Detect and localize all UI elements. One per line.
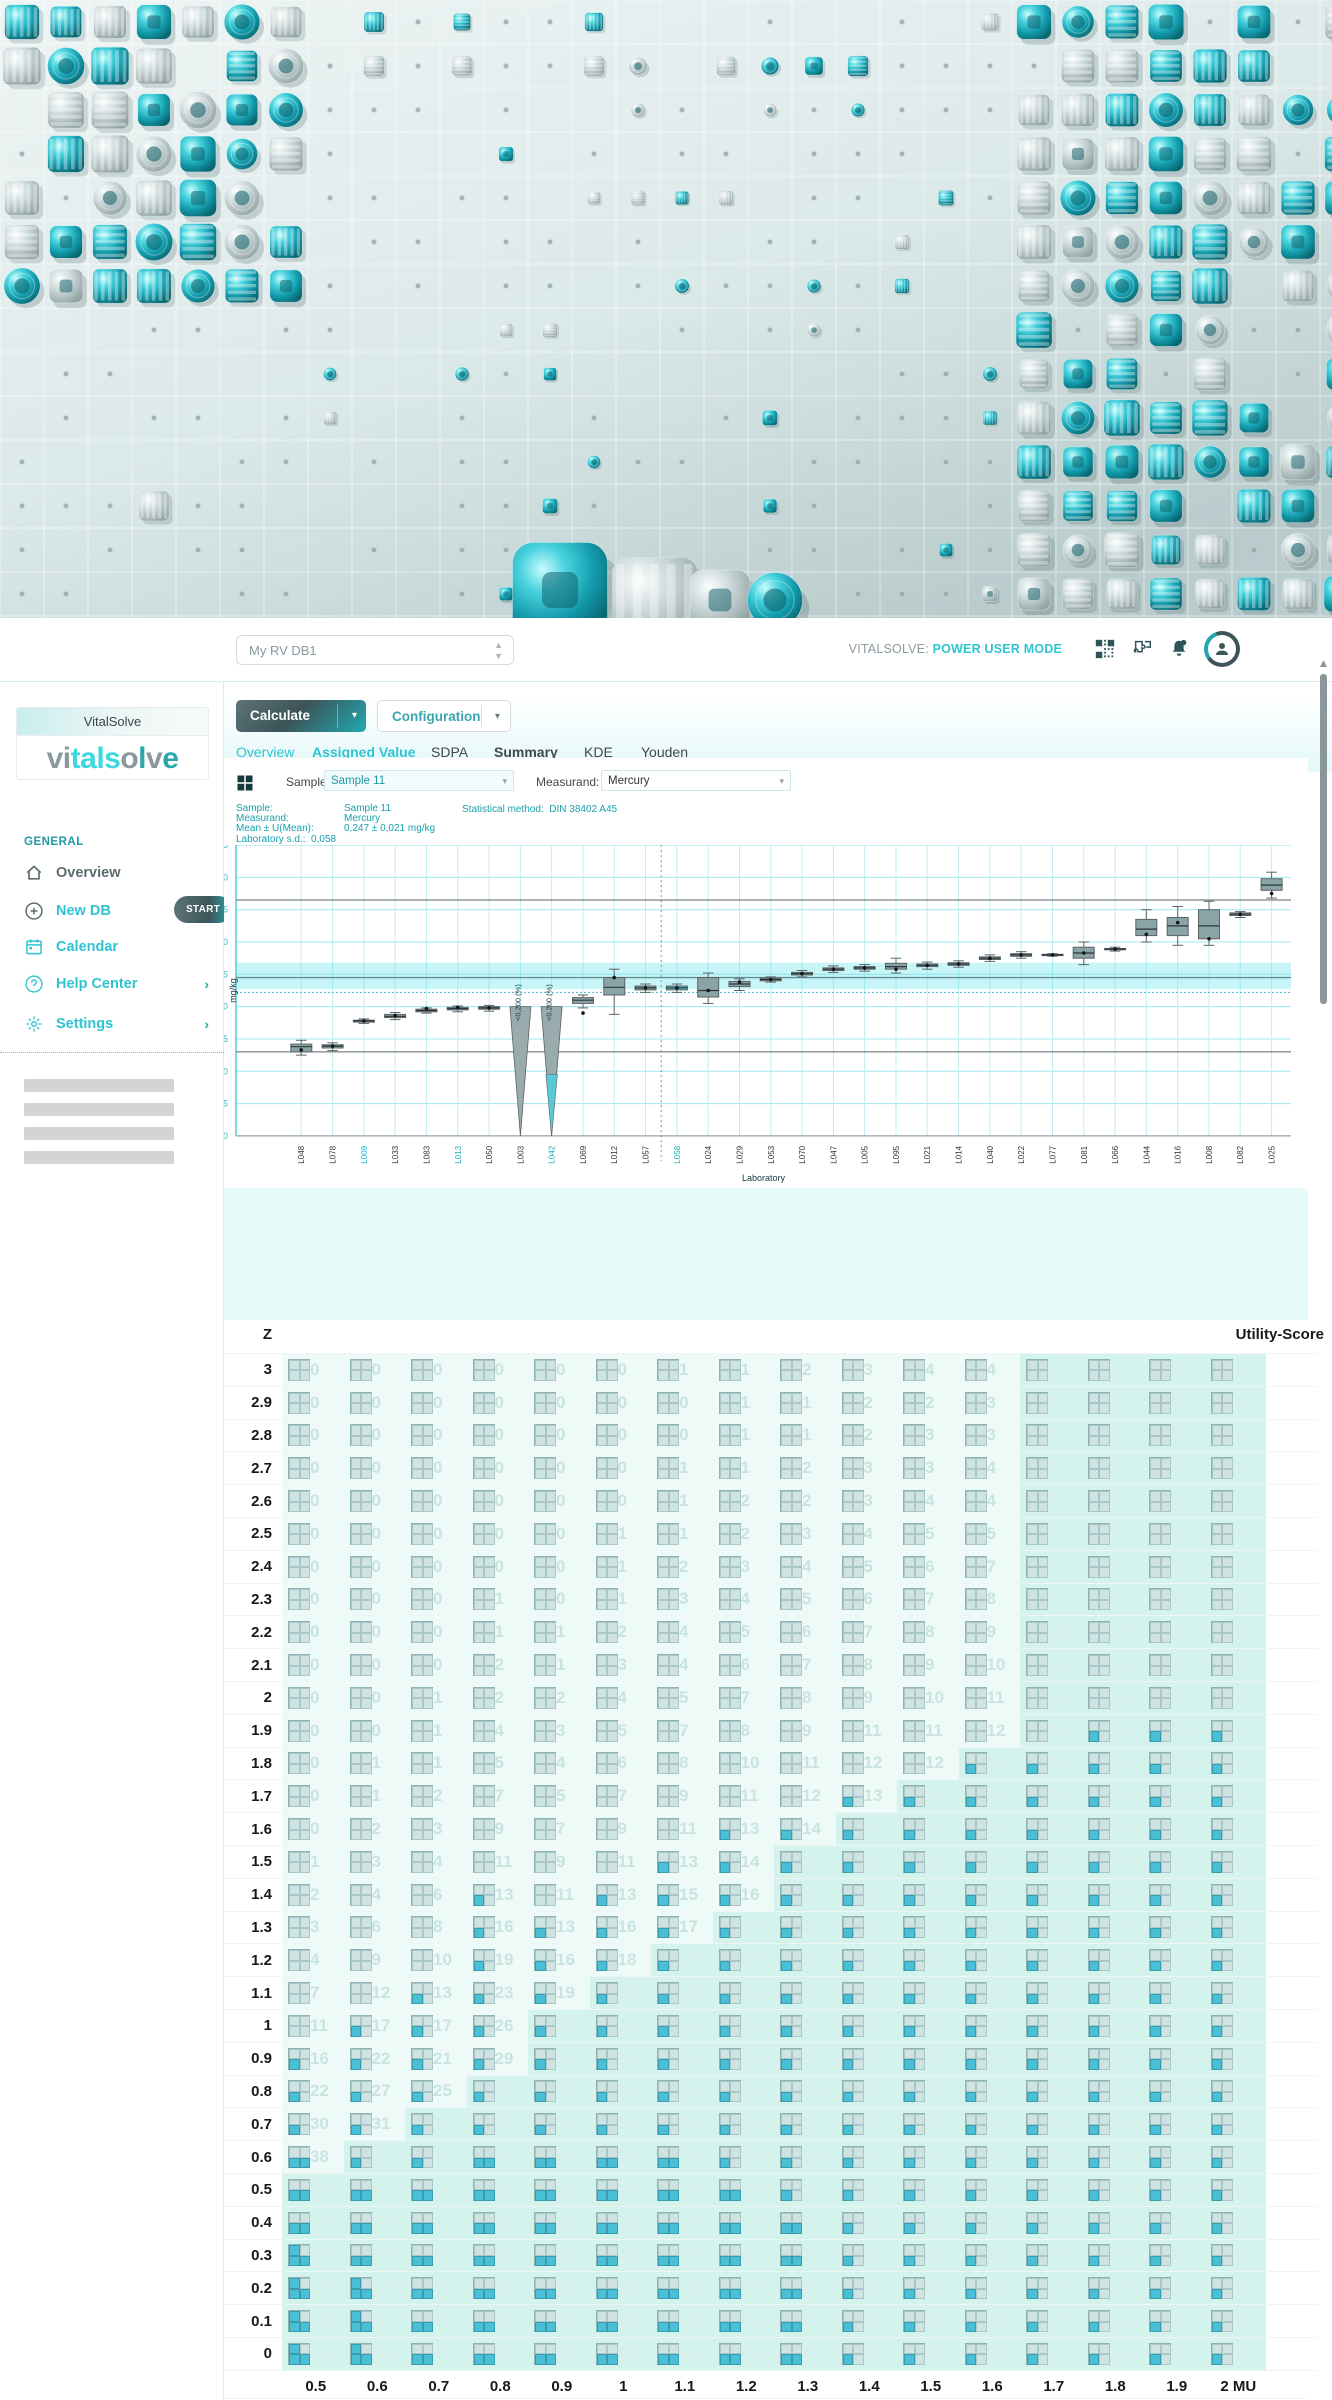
svg-text:0,30: 0,30 — [224, 937, 228, 947]
svg-text:L008: L008 — [1205, 1145, 1214, 1163]
svg-text:0,15: 0,15 — [224, 1034, 228, 1044]
svg-text:L044: L044 — [1142, 1145, 1151, 1163]
svg-text:L047: L047 — [829, 1145, 838, 1163]
svg-text:0,00: 0,00 — [224, 1131, 228, 1141]
svg-text:0,35: 0,35 — [224, 905, 228, 915]
svg-text:L048: L048 — [297, 1145, 306, 1163]
svg-text:<0,200 (%): <0,200 (%) — [513, 984, 522, 1021]
svg-text:L021: L021 — [923, 1145, 932, 1163]
svg-text:L014: L014 — [955, 1145, 964, 1163]
svg-text:L016: L016 — [1174, 1145, 1183, 1163]
svg-text:Laboratory: Laboratory — [742, 1173, 786, 1183]
svg-text:L069: L069 — [579, 1145, 588, 1163]
svg-text:L005: L005 — [861, 1145, 870, 1163]
svg-text:0,45: 0,45 — [224, 845, 228, 850]
svg-text:L003: L003 — [516, 1145, 525, 1163]
svg-text:0,10: 0,10 — [224, 1066, 228, 1076]
svg-text:L012: L012 — [610, 1145, 619, 1163]
svg-text:L095: L095 — [892, 1145, 901, 1163]
svg-text:0,40: 0,40 — [224, 872, 228, 882]
svg-text:L024: L024 — [704, 1145, 713, 1163]
svg-text:L050: L050 — [485, 1145, 494, 1163]
svg-text:L058: L058 — [673, 1145, 682, 1163]
svg-text:L025: L025 — [1268, 1145, 1277, 1163]
svg-text:L009: L009 — [360, 1145, 369, 1163]
svg-text:L077: L077 — [1049, 1145, 1058, 1163]
svg-text:L029: L029 — [736, 1145, 745, 1163]
svg-text:L081: L081 — [1080, 1145, 1089, 1163]
svg-text:L040: L040 — [986, 1145, 995, 1163]
svg-text:mg/kg: mg/kg — [228, 978, 238, 1003]
svg-text:L082: L082 — [1236, 1145, 1245, 1163]
svg-text:<0,200 (%): <0,200 (%) — [545, 984, 554, 1021]
svg-text:L057: L057 — [642, 1145, 651, 1163]
svg-text:L013: L013 — [454, 1145, 463, 1163]
svg-text:0,05: 0,05 — [224, 1099, 228, 1109]
svg-text:L070: L070 — [798, 1145, 807, 1163]
svg-text:L042: L042 — [548, 1145, 557, 1163]
svg-text:0,25: 0,25 — [224, 969, 228, 979]
svg-text:L078: L078 — [329, 1145, 338, 1163]
svg-text:L033: L033 — [391, 1145, 400, 1163]
svg-text:L066: L066 — [1111, 1145, 1120, 1163]
svg-text:L083: L083 — [422, 1145, 431, 1163]
svg-text:L053: L053 — [767, 1145, 776, 1163]
svg-text:L022: L022 — [1017, 1145, 1026, 1163]
